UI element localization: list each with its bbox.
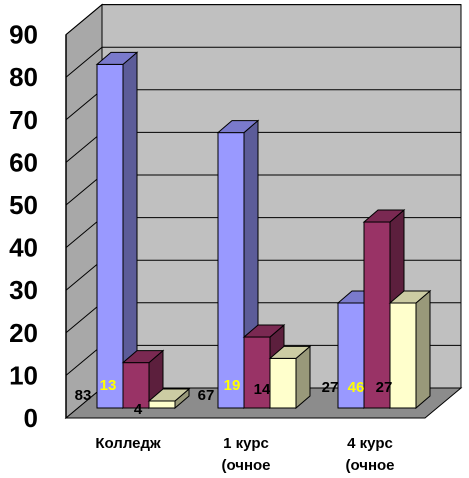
data-label: 14: [254, 381, 271, 398]
bar: [337, 302, 365, 409]
data-label: 46: [348, 379, 365, 396]
y-tick-label: 80: [9, 62, 38, 92]
gridline-side: [65, 4, 103, 35]
data-label: 4: [134, 401, 143, 418]
gridline-side: [65, 217, 103, 248]
y-tick-label: 60: [9, 147, 38, 177]
bar-top: [242, 324, 286, 338]
gridline-side: [65, 302, 103, 334]
y-tick-label: 70: [9, 105, 38, 135]
data-label: 19: [224, 377, 241, 394]
bar: [243, 336, 271, 409]
bar: [148, 400, 176, 409]
bar-side: [415, 289, 431, 410]
bar-top: [268, 345, 312, 359]
bar: [217, 132, 245, 409]
bar-top: [388, 290, 432, 304]
y-tick-label: 90: [9, 20, 38, 50]
category-label: 1 курс: [223, 435, 269, 452]
category-label: 4 курс: [347, 435, 393, 452]
bar-top: [147, 388, 191, 402]
category-sublabel: (очное: [345, 457, 394, 474]
gridline-side: [65, 345, 103, 376]
data-label: 27: [376, 379, 393, 396]
data-label: 27: [322, 379, 339, 396]
y-tick-label: 30: [9, 275, 38, 305]
data-label: 67: [198, 387, 215, 404]
gridline-side: [65, 259, 103, 291]
bar-top: [216, 120, 260, 134]
bar: [389, 302, 417, 409]
bar-top: [121, 350, 165, 364]
y-tick-label: 0: [24, 403, 38, 433]
gridline-side: [65, 132, 103, 163]
y-tick-label: 20: [9, 318, 38, 348]
bar-top: [95, 51, 139, 65]
y-tick-label: 50: [9, 190, 38, 220]
bar-top: [362, 209, 406, 223]
y-tick-label: 40: [9, 233, 38, 263]
data-label: 13: [100, 377, 117, 394]
bar: [269, 357, 297, 409]
category-label: Колледж: [95, 435, 161, 452]
gridline-side: [65, 89, 103, 121]
bar: [363, 221, 391, 409]
y-tick-label: 10: [9, 360, 38, 390]
gridline-side: [65, 174, 103, 206]
category-sublabel: (очное: [221, 457, 270, 474]
bar: [96, 63, 124, 409]
data-label: 83: [75, 387, 92, 404]
gridline-side: [65, 46, 103, 78]
